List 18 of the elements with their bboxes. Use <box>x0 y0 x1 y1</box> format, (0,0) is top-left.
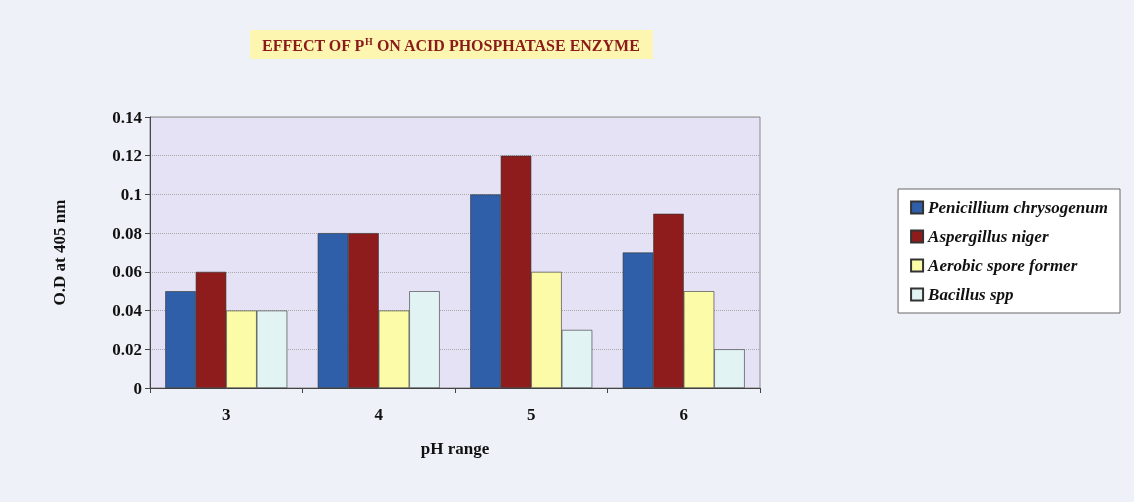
legend-label: Aspergillus niger <box>927 227 1049 246</box>
y-tick-label: 0.14 <box>112 107 143 127</box>
y-axis-title: O.D at 405 nm <box>50 199 69 306</box>
y-tick-label: 0.12 <box>112 146 142 166</box>
x-axis-title: pH range <box>420 439 490 458</box>
y-tick-label: 0.02 <box>112 339 142 359</box>
y-tick-label: 0.08 <box>112 223 142 243</box>
x-tick-label: 3 <box>222 405 231 424</box>
legend-label: Penicillium chrysogenum <box>927 198 1109 217</box>
legend-label: Bacillus spp <box>927 285 1014 304</box>
legend-label: Aerobic spore former <box>927 256 1078 275</box>
x-tick-label: 6 <box>679 405 688 424</box>
x-tick-label: 5 <box>527 405 536 424</box>
y-tick-label: 0.1 <box>120 184 142 204</box>
y-tick-label: 0 <box>133 378 142 398</box>
y-tick-label: 0.06 <box>112 262 142 282</box>
y-tick-label: 0.04 <box>112 301 143 321</box>
x-tick-label: 4 <box>374 405 384 424</box>
